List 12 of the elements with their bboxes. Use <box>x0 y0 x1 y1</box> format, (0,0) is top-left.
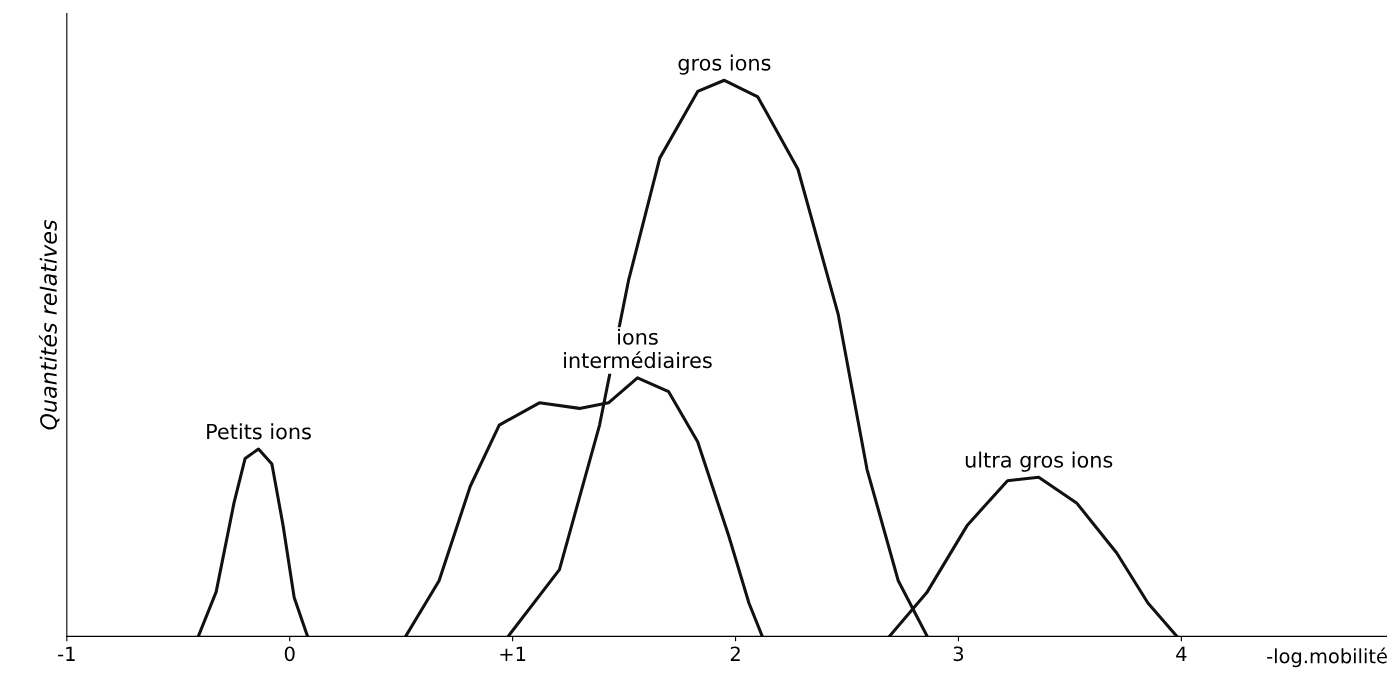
annotation: gros ions <box>678 54 771 75</box>
y-axis-title: Quantités relatives <box>38 219 60 430</box>
x-tick-label: -1 <box>58 646 75 661</box>
annotation: Petits ions <box>207 423 311 440</box>
annotation: ultra gros ions <box>965 451 1113 472</box>
x-tick-label: +1 <box>500 646 526 661</box>
x-tick-label: 2 <box>730 646 740 661</box>
annotation: ions intermédiaires <box>564 328 712 369</box>
x-axis-title: -log.mobilité <box>1267 647 1387 668</box>
x-tick-label: 4 <box>1176 646 1187 661</box>
x-tick-label: 3 <box>953 646 964 662</box>
x-tick-label: 0 <box>284 646 295 662</box>
